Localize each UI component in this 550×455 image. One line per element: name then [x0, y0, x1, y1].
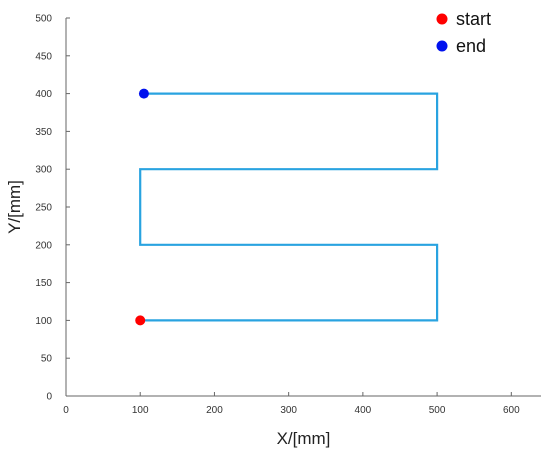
- y-tick-label: 250: [35, 203, 52, 214]
- markers-layer: [135, 88, 149, 326]
- y-tick-label: 300: [35, 165, 52, 176]
- x-tick-label: 100: [132, 405, 149, 416]
- y-tick-label: 200: [35, 240, 52, 251]
- end-marker: [138, 88, 149, 99]
- y-tick-label: 50: [41, 354, 53, 365]
- legend-end-swatch: [436, 40, 448, 52]
- y-tick-label: 100: [35, 316, 52, 327]
- legend-start-swatch: [436, 13, 448, 25]
- x-tick-label: 0: [63, 405, 69, 416]
- y-tick-label: 350: [35, 127, 52, 138]
- x-tick-label: 600: [503, 405, 520, 416]
- x-tick-label: 300: [280, 405, 297, 416]
- y-tick-label: 500: [35, 14, 52, 25]
- y-tick-label: 400: [35, 89, 52, 100]
- y-tick-label: 150: [35, 278, 52, 289]
- series-layer: [139, 92, 439, 322]
- y-tick-label: 450: [35, 51, 52, 62]
- legend-start-label: start: [456, 9, 491, 29]
- path-line: [139, 92, 439, 322]
- y-tick-label: 0: [46, 392, 52, 403]
- axes: [65, 18, 541, 397]
- y-ticks: 0 50 100 150 200 250 300 350 400 450 500: [35, 14, 70, 403]
- legend: start end: [436, 9, 491, 56]
- y-axis-label: Y/[mm]: [5, 180, 24, 234]
- x-tick-label: 500: [429, 405, 446, 416]
- x-axis-label: X/[mm]: [277, 429, 331, 448]
- start-marker: [135, 315, 146, 326]
- x-tick-label: 400: [355, 405, 372, 416]
- x-tick-label: 200: [206, 405, 223, 416]
- legend-end-label: end: [456, 36, 486, 56]
- x-ticks: 0 100 200 300 400 500 600: [63, 392, 520, 416]
